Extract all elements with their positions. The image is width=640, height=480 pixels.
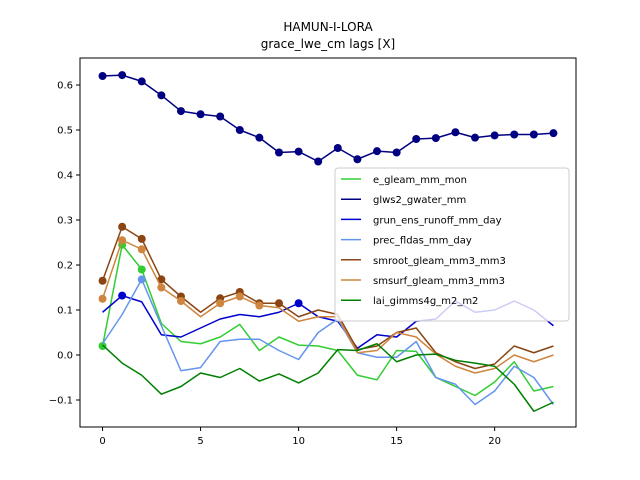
series-smsurf_gleam_mm3_mm3 (98, 236, 554, 374)
series-line-lai_gimms4g_m2_m2 (102, 343, 554, 412)
y-tick-label: 0.4 (57, 171, 73, 182)
data-point (314, 157, 323, 166)
data-point (235, 126, 244, 134)
data-point (118, 236, 127, 245)
data-point (157, 275, 166, 284)
data-point (353, 155, 362, 164)
data-point (137, 245, 146, 254)
data-point (451, 128, 460, 137)
data-point (157, 283, 166, 292)
x-tick-label: 15 (390, 436, 403, 447)
y-tick-label: 0.6 (57, 81, 73, 92)
y-tick-label: 0.0 (57, 351, 73, 362)
data-point (137, 77, 146, 86)
data-point (98, 294, 107, 303)
chart-subtitle: grace_lwe_cm lags [X] (261, 37, 395, 51)
data-point (274, 148, 283, 157)
data-point (373, 147, 382, 156)
series-prec_fldas_mm_day (101, 275, 555, 406)
axes-frame (79, 57, 577, 428)
series-line-e_gleam_mm_mon (101, 244, 554, 397)
chart-title: HAMUN-I-LORA (283, 20, 373, 34)
data-point (118, 71, 127, 80)
data-point (392, 148, 401, 157)
data-point (333, 144, 342, 152)
data-point (137, 234, 146, 243)
data-point (490, 131, 499, 140)
data-point (118, 291, 127, 300)
y-tick-label: 0.1 (57, 306, 73, 317)
data-point (235, 292, 244, 301)
data-point (196, 110, 205, 119)
series-line-smroot_gleam_mm3_mm3 (101, 226, 554, 370)
data-point (98, 72, 107, 80)
y-tick-label: 0.5 (57, 126, 73, 137)
y-tick-label: 0.2 (57, 261, 73, 272)
data-point (176, 107, 185, 116)
data-point (294, 299, 303, 308)
series-line-glws2_gwater_mm (102, 74, 554, 163)
data-point (510, 130, 519, 139)
y-tick-label: 0.3 (57, 216, 73, 227)
x-tick-label: 5 (197, 436, 203, 447)
series-lai_gimms4g_m2_m2 (102, 343, 554, 412)
legend: e_gleam_mm_mon glws2_gwater_mm grun_ens_ru… (334, 167, 570, 322)
data-point (549, 129, 558, 138)
data-point (157, 91, 166, 100)
legend-label: grun_ens_runoff_mm_day (373, 215, 502, 226)
data-point (176, 297, 185, 305)
data-point (137, 265, 146, 274)
series-line-prec_fldas_mm_day (101, 278, 555, 406)
series-glws2_gwater_mm (98, 71, 558, 166)
legend-label: smroot_gleam_mm3_mm3 (373, 256, 506, 267)
data-point (412, 135, 421, 143)
data-point (216, 299, 225, 308)
data-point (255, 301, 264, 310)
data-point (118, 222, 127, 231)
data-point (274, 299, 283, 308)
legend-label: e_gleam_mm_mon (373, 175, 467, 186)
data-point (255, 133, 264, 142)
data-point (431, 134, 440, 143)
x-tick-label: 10 (292, 436, 305, 447)
x-tick-label: 20 (488, 436, 501, 447)
data-point (137, 275, 146, 284)
data-point (471, 133, 480, 142)
y-tick-label: −0.1 (49, 396, 73, 407)
data-point (529, 130, 538, 139)
plot-area: 0 5 10 15 20 −0.1 0.0 0.1 0.2 0.3 0.4 0.5 0.6 (49, 57, 577, 447)
data-point (98, 276, 107, 285)
legend-label: glws2_gwater_mm (373, 195, 466, 206)
legend-label: lai_gimms4g_m2_m2 (373, 296, 478, 307)
data-point (294, 147, 303, 156)
legend-label: smsurf_gleam_mm3_mm3 (373, 276, 505, 287)
legend-label: prec_fldas_mm_day (373, 236, 472, 247)
legend-box (334, 167, 570, 322)
x-tick-label: 0 (99, 436, 105, 447)
data-point (216, 112, 225, 121)
